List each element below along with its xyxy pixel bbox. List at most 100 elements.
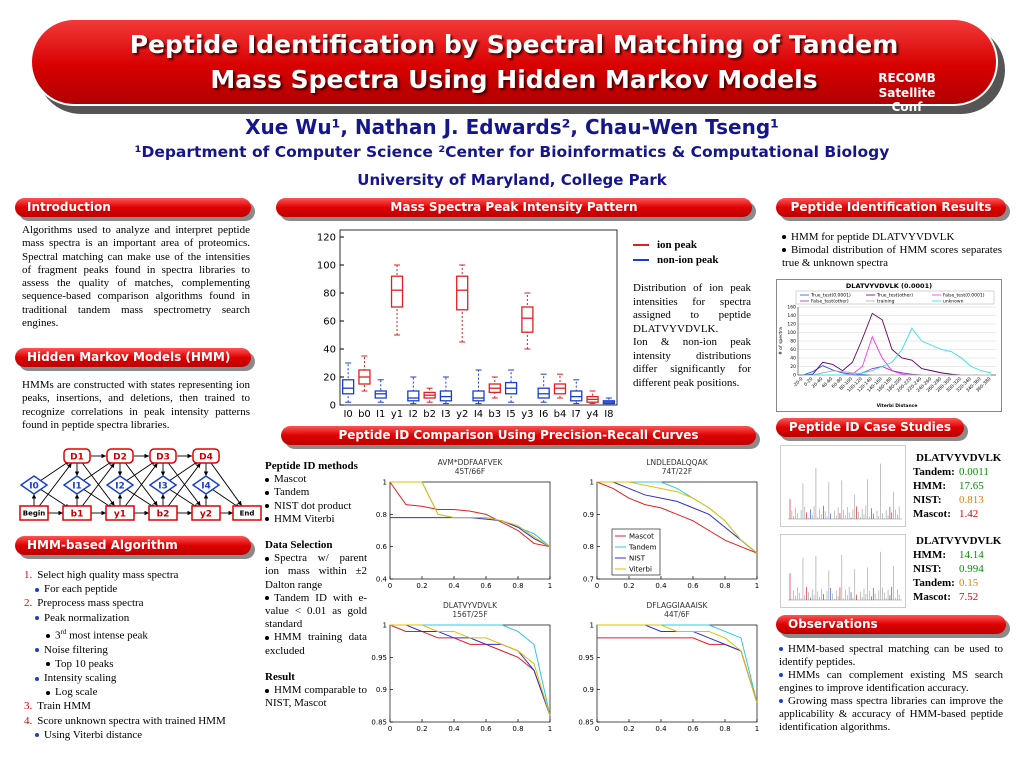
legend-label: non-ion peak — [657, 254, 719, 266]
arrow — [123, 462, 158, 508]
x-tick-label: 0 — [388, 725, 392, 733]
box — [456, 275, 469, 311]
legend-box — [611, 528, 661, 576]
insert-state — [62, 475, 92, 495]
insert-state — [19, 475, 49, 495]
box-plot: 0 20 40 60 80 100 120 I0 b0 I1 y1 I2 b2 I3 y2 I4 b3 I5 y3 I… — [317, 229, 618, 420]
y-tick-label: 0.9 — [583, 686, 594, 694]
x-tick-label: I4 — [474, 409, 483, 420]
case-block: DLATVYVDVLK HMM: 14.14 NIST: 0.994 Tandem: 0.1… — [913, 534, 1021, 604]
spectrum-frame — [780, 445, 906, 527]
bullet — [265, 688, 269, 693]
score-row: Tandem: 0.15 — [913, 576, 1021, 590]
match-state — [105, 505, 135, 521]
y-tick-label: 0.95 — [578, 654, 594, 662]
insert-state-label: I0 — [29, 482, 39, 492]
x-tick-label: y1 — [391, 409, 403, 420]
delete-state — [192, 448, 220, 464]
chart-title: DLATVYVDVLK — [443, 601, 498, 610]
x-tick-label: 0.6 — [480, 725, 492, 733]
legend-entry: ion peak — [633, 238, 718, 253]
x-tick-label: 0.6 — [687, 725, 699, 733]
paragraph: Algorithms used to analyze and interpret… — [22, 224, 250, 330]
list-number: 1. — [24, 569, 33, 581]
bullet-text: HMM for peptide DLATVYVDVLK — [791, 231, 955, 243]
y-tick-label: 120 — [787, 322, 796, 328]
legend-label: Viterbi — [629, 566, 652, 574]
list-text: Log scale — [55, 686, 98, 699]
bullet — [35, 616, 39, 621]
line-series — [390, 624, 551, 716]
legend-label: True_test(other) — [876, 293, 913, 299]
arrow — [211, 488, 240, 509]
notes-text: Tandem — [274, 486, 310, 499]
score-value: 7.52 — [959, 591, 979, 603]
spectrum-image — [780, 445, 906, 527]
y-tick-label: 160 — [787, 305, 796, 311]
arrow — [39, 488, 70, 509]
x-tick-label: I3 — [441, 409, 450, 420]
score-value: 0.994 — [959, 563, 984, 575]
title-line: Peptide Identification by Spectral Match… — [129, 30, 899, 59]
score-label: Mascot: — [913, 591, 951, 603]
arrow — [82, 460, 113, 482]
arrow — [80, 461, 115, 507]
insert-state-label: I4 — [201, 482, 211, 492]
score-label: Tandem: — [913, 466, 955, 478]
line-series — [596, 481, 758, 554]
arrow — [80, 462, 115, 508]
legend-swatch — [633, 244, 649, 247]
chart-title: DFLAGGIAAAISK — [647, 601, 709, 610]
bullet — [782, 248, 786, 253]
list-text: Top 10 peaks — [55, 657, 114, 670]
bullet — [779, 673, 783, 678]
match-state — [232, 505, 262, 521]
box — [439, 390, 453, 402]
arrow — [39, 460, 70, 482]
bullet — [265, 490, 269, 495]
x-tick-label: I1 — [376, 409, 385, 420]
x-tick-label: I2 — [409, 409, 418, 420]
x-tick-label: y3 — [521, 409, 533, 420]
bullet-item: Bimodal distribution of HMM scores separ… — [782, 244, 1002, 270]
box — [570, 390, 583, 402]
match-state — [148, 505, 178, 521]
bullet — [265, 504, 269, 509]
y-tick-label: 40 — [323, 345, 336, 356]
y-tick-label: 20 — [790, 364, 796, 370]
list-number: 2. — [24, 597, 33, 610]
legend-entry: non-ion peak — [633, 253, 718, 268]
spectrum-frame — [780, 534, 906, 608]
line-series — [389, 481, 551, 548]
arrow — [82, 488, 113, 509]
y-tick-label: 0.85 — [578, 719, 594, 727]
match-state-label: b1 — [71, 510, 84, 520]
line-series — [597, 624, 758, 703]
legend-box — [795, 290, 995, 305]
notes-heading: Peptide ID methods — [265, 460, 358, 472]
section-header: Observations — [776, 615, 1006, 634]
plot-frame — [389, 624, 551, 723]
section-header: Hidden Markov Models (HMM) — [15, 348, 251, 367]
description-paragraph: Ion & non-ion peak intensity distributio… — [633, 336, 751, 389]
list-text: 3 — [55, 629, 61, 642]
bullet-item: Growing mass spectra libraries can impro… — [779, 695, 1003, 734]
score-row: Tandem: 0.0011 — [913, 465, 1021, 479]
bullet-text: Bimodal distribution of HMM scores separ… — [782, 244, 1002, 269]
list-item: 2. Preprocess mass spectra — [24, 596, 254, 610]
bullet-item: HMM for peptide DLATVYVDVLK — [782, 231, 1002, 244]
x-tick-label: 0 — [595, 582, 599, 590]
legend-label: False_test(0.0001) — [943, 293, 985, 299]
list-item: Noise filtering — [24, 643, 254, 657]
spectrum-image — [780, 534, 906, 608]
x-tick-label: 1 — [755, 725, 759, 733]
y-tick-label: 60 — [323, 317, 336, 328]
legend-label: ion peak — [657, 239, 698, 251]
legend-label: training — [877, 299, 895, 305]
bullet — [782, 235, 786, 240]
list-text: Preprocess mass spectra — [37, 597, 144, 610]
insert-state — [105, 475, 135, 495]
x-tick-label: 0.8 — [512, 725, 523, 733]
